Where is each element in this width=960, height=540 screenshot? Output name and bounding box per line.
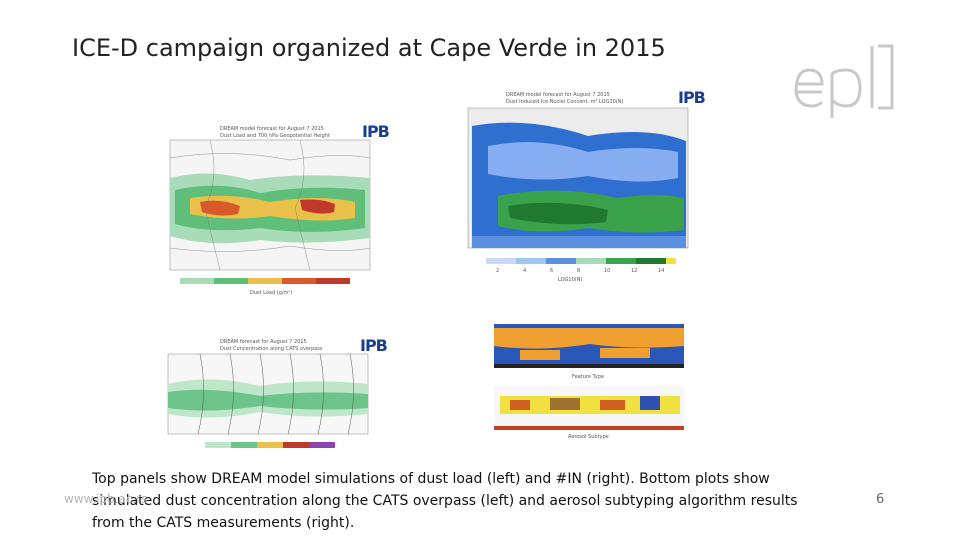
- dust-cross-section-panel: DREAM forecast for August 7 2015 Dust Co…: [150, 334, 388, 460]
- dust-load-header-2: Dust Load and 700 hPa Geopotential Heigh…: [220, 133, 330, 139]
- ice-nuclei-tick: 8: [577, 268, 580, 274]
- page-number: 6: [876, 492, 885, 507]
- dust-load-header-1: DREAM model forecast for August 7 2015: [220, 126, 324, 132]
- slide-title: ICE-D campaign organized at Cape Verde i…: [72, 34, 666, 62]
- dust-load-map-panel: DREAM model forecast for August 7 2015 D…: [150, 118, 390, 298]
- ice-nuclei-tick: 14: [658, 268, 664, 274]
- ice-nuclei-header-2: Dust Induced Ice Nuclei Concent. m³ LOG1…: [506, 99, 624, 105]
- footer-url[interactable]: www.ipb.ac.rs: [64, 492, 148, 506]
- ice-nuclei-tick: 2: [496, 268, 499, 274]
- slide-caption: Top panels show DREAM model simulations …: [92, 471, 798, 531]
- cats-subtyping-panel: Feature Type Aerosol Subtype: [480, 320, 690, 450]
- dust-cross-section: DREAM forecast for August 7 2015 Dust Co…: [167, 339, 369, 448]
- cross-section-header-2: Dust Concentration along CATS overpass: [220, 346, 323, 352]
- ice-nuclei-header-1: DREAM model forecast for August 7 2015: [506, 92, 610, 98]
- ice-nuclei-tick: 10: [604, 268, 610, 274]
- ipb-badge-top-right: IPB: [678, 88, 706, 107]
- ice-nuclei-tick: 6: [550, 268, 553, 274]
- ice-nuclei-map-panel: DREAM model forecast for August 7 2015 D…: [448, 86, 708, 286]
- ice-nuclei-tick: 12: [631, 268, 637, 274]
- epl-logo: [794, 44, 894, 118]
- ice-nuclei-map: DREAM model forecast for August 7 2015 D…: [467, 92, 689, 283]
- ice-nuclei-colorbar-ticks: 2 4 6 8 10 12 14: [496, 268, 664, 274]
- cats-subtyping-plots: Feature Type Aerosol Subtype: [494, 324, 684, 440]
- dust-load-map: DREAM model forecast for August 7 2015 D…: [169, 126, 371, 296]
- ice-nuclei-colorbar-label: LOG10(N): [558, 277, 582, 283]
- ipb-badge-top-left: IPB: [362, 122, 390, 141]
- feature-type-legend: Feature Type: [572, 374, 604, 380]
- cross-section-header-1: DREAM forecast for August 7 2015: [220, 339, 307, 345]
- ice-nuclei-tick: 4: [523, 268, 526, 274]
- ipb-badge-bottom-left: IPB: [360, 336, 388, 355]
- aerosol-subtype-legend: Aerosol Subtype: [568, 434, 609, 440]
- dust-load-colorbar-label: Dust Load (g/m²): [250, 290, 292, 296]
